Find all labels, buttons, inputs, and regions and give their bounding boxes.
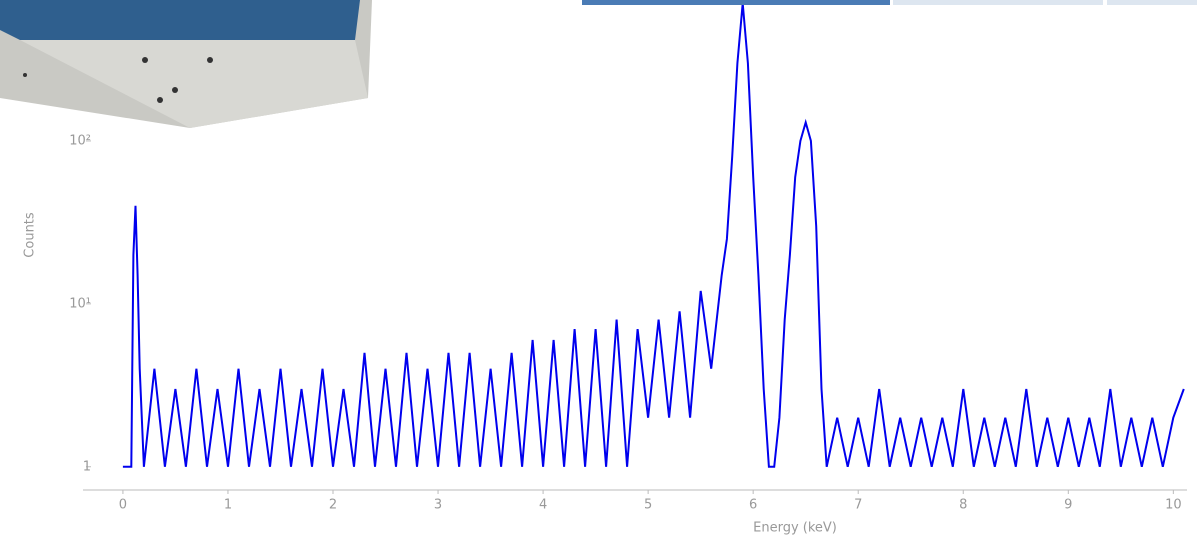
x-axis-label: Energy (keV) [753, 521, 837, 536]
x-tick-label: 3 [434, 498, 442, 513]
y-tick-label: 1 [83, 459, 91, 474]
x-tick-label: 8 [959, 498, 967, 513]
x-tick-label: 1 [224, 498, 232, 513]
tab[interactable] [1107, 0, 1197, 5]
tab-active[interactable] [582, 0, 890, 5]
x-tick-label: 0 [119, 498, 127, 513]
y-axis-label: Counts [23, 212, 38, 258]
top-tabs [582, 0, 1197, 5]
x-tick-label: 6 [749, 498, 757, 513]
tab[interactable] [893, 0, 1103, 5]
x-tick-label: 9 [1064, 498, 1072, 513]
x-tick-label: 7 [854, 498, 862, 513]
x-tick-label: 2 [329, 498, 337, 513]
chart: 0 1 2 3 4 5 6 7 8 9 10 1 10¹ 10² Energy (keV) Counts [0, 0, 1197, 540]
y-tick-label: 10¹ [69, 296, 91, 311]
x-tick-label: 4 [539, 498, 547, 513]
y-tick-label: 10² [69, 133, 91, 148]
x-tick-label: 5 [644, 498, 652, 513]
device-photo [0, 0, 372, 128]
x-tick-label: 10 [1165, 498, 1182, 513]
